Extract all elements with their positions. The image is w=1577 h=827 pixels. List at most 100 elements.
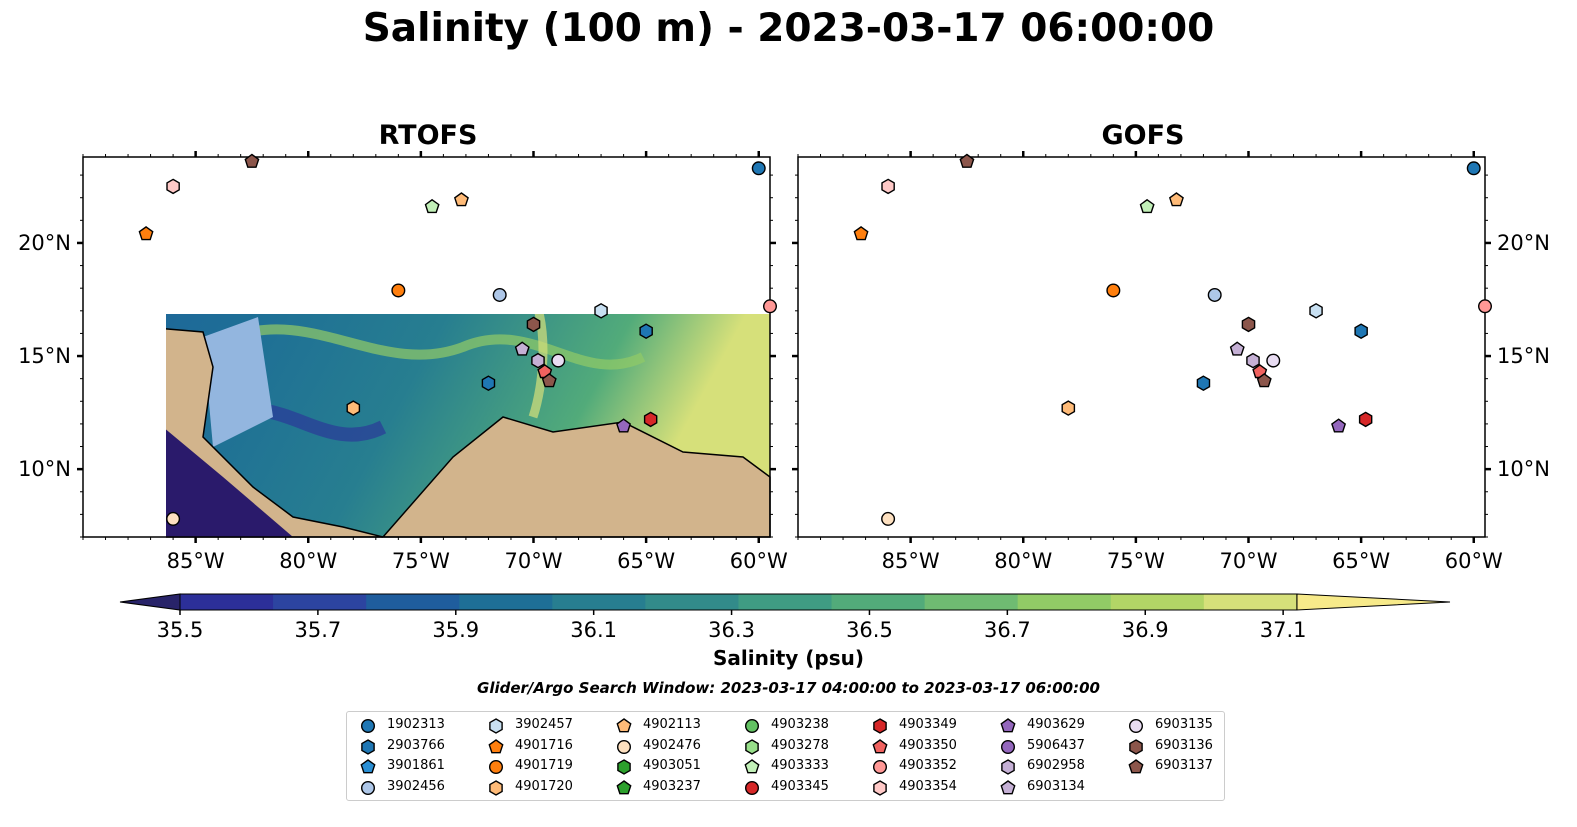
legend-marker: [360, 780, 376, 795]
hispaniola-island: [1143, 237, 1258, 282]
legend-label: 3902457: [515, 717, 573, 732]
legend-label: 6903134: [1027, 778, 1085, 794]
float-marker-6903134: [1229, 341, 1245, 356]
float-marker-4901720: [346, 400, 361, 416]
float-marker-4903333: [424, 198, 440, 214]
colorbar-tick-label: 36.7: [984, 618, 1031, 642]
colorbar-tick-label: 35.9: [432, 618, 479, 642]
colorbar-segment: [831, 594, 926, 610]
legend-marker: [489, 779, 503, 796]
legend-marker-icon: [616, 718, 632, 733]
puerto-rico-island: [1283, 279, 1323, 287]
colorbar-segment: [924, 594, 1019, 610]
lon-tick-label: 65°W: [617, 549, 675, 573]
legend-marker: [873, 718, 887, 734]
float-marker-6903137: [959, 153, 975, 168]
float-marker-3902457: [594, 302, 608, 319]
legend-marker-icon: [1000, 718, 1016, 733]
float-marker-1902313: [1466, 161, 1481, 176]
legend-marker-icon: [873, 718, 887, 734]
legend-label: 4903629: [1027, 717, 1085, 732]
float-marker-6903136: [1241, 316, 1256, 333]
central-america-landmass: [798, 327, 1098, 537]
colorbar-segment: [1110, 594, 1205, 610]
legend-marker-icon: [1128, 718, 1144, 734]
float-marker-2903766: [639, 323, 653, 340]
legend-label: 4902113: [643, 717, 701, 732]
float-marker-4901720: [1061, 400, 1076, 416]
pacific-ocean: [798, 407, 1008, 537]
lon-tick-label: 80°W: [994, 549, 1052, 573]
legend-marker-icon: [489, 718, 503, 734]
colorbar-tick-label: 37.1: [1260, 618, 1307, 642]
hispaniola-island: [428, 237, 543, 282]
legend-marker: [1128, 759, 1144, 774]
colorbar-segment: [459, 594, 553, 610]
legend-marker-icon: [745, 738, 759, 755]
lat-tick-label: 15°N: [18, 344, 71, 368]
legend-marker-icon: [360, 718, 376, 734]
cuba-island: [188, 175, 383, 217]
legend-marker: [616, 779, 632, 794]
colorbar-tick-label: 35.7: [295, 618, 342, 642]
legend-marker: [873, 779, 887, 796]
float-marker-6903137: [541, 373, 557, 388]
lon-tick-label: 70°W: [1219, 549, 1277, 573]
float-marker-4903354: [881, 178, 895, 195]
float-marker-4903629: [1331, 418, 1347, 433]
map-panel-gofs: [798, 157, 1485, 537]
legend-label: 6903136: [1155, 737, 1213, 753]
legend-label: 4903354: [899, 778, 957, 794]
legend-marker: [872, 738, 888, 753]
legend-label: 4903345: [771, 778, 829, 794]
legend-label: 4901719: [515, 758, 573, 773]
shallow-water: [918, 317, 988, 447]
legend-marker-icon: [1129, 738, 1143, 755]
legend-label: 4903237: [643, 778, 701, 794]
lat-tick-label: 10°N: [1497, 457, 1550, 481]
legend-label: 2903766: [387, 737, 445, 753]
map-panel-rtofs: [166, 175, 771, 538]
salinity-field: [798, 157, 1485, 537]
legend-label: 4903278: [771, 737, 829, 753]
legend-marker: [1000, 779, 1016, 794]
legend-marker: [616, 718, 632, 733]
colorbar-extend-high: [1296, 593, 1451, 611]
salinity-filament: [231, 324, 646, 370]
lon-tick-label: 75°W: [1107, 549, 1165, 573]
colorbar-segment: [738, 594, 833, 610]
colorbar-frame: [179, 593, 1298, 611]
legend-label: 4903352: [899, 758, 957, 773]
float-marker-4903354: [166, 178, 180, 195]
legend-marker: [744, 718, 760, 734]
colorbar-segment: [645, 594, 739, 610]
legend-label: 5906437: [1027, 737, 1085, 753]
legend-marker: [744, 780, 760, 795]
legend-marker: [617, 759, 631, 775]
float-marker-1902313: [751, 161, 766, 176]
colorbar-segment: [1017, 594, 1112, 610]
float-marker-4902476: [166, 511, 181, 526]
float-legend: 1902313 2903766 3901861 3902456 3902457 49017…: [346, 711, 1225, 801]
pacific-ocean: [166, 429, 293, 537]
legend-marker-icon: [873, 779, 887, 796]
legend-marker-icon: [872, 759, 888, 775]
legend-label: 4903350: [899, 737, 957, 753]
salinity-band: [998, 377, 1298, 387]
figure-title: Salinity (100 m) - 2023-03-17 06:00:00: [362, 6, 1215, 51]
colorbar-label: Salinity (psu): [712, 646, 864, 670]
float-marker-4903352: [763, 299, 778, 314]
float-marker-2903766: [1354, 323, 1368, 340]
legend-marker: [489, 718, 503, 734]
legend-label: 6903135: [1155, 717, 1213, 732]
lat-tick-label: 20°N: [1497, 231, 1550, 255]
legend-marker-icon: [488, 738, 504, 753]
legend-label: 6902958: [1027, 758, 1085, 773]
float-marker-2903766: [1196, 375, 1211, 392]
float-marker-6902958: [1246, 352, 1260, 369]
lon-tick-label: 70°W: [504, 549, 562, 573]
lon-tick-label: 80°W: [279, 549, 337, 573]
colorbar-segment: [1203, 594, 1298, 610]
float-marker-4902476: [881, 511, 896, 526]
legend-marker-icon: [360, 780, 376, 795]
